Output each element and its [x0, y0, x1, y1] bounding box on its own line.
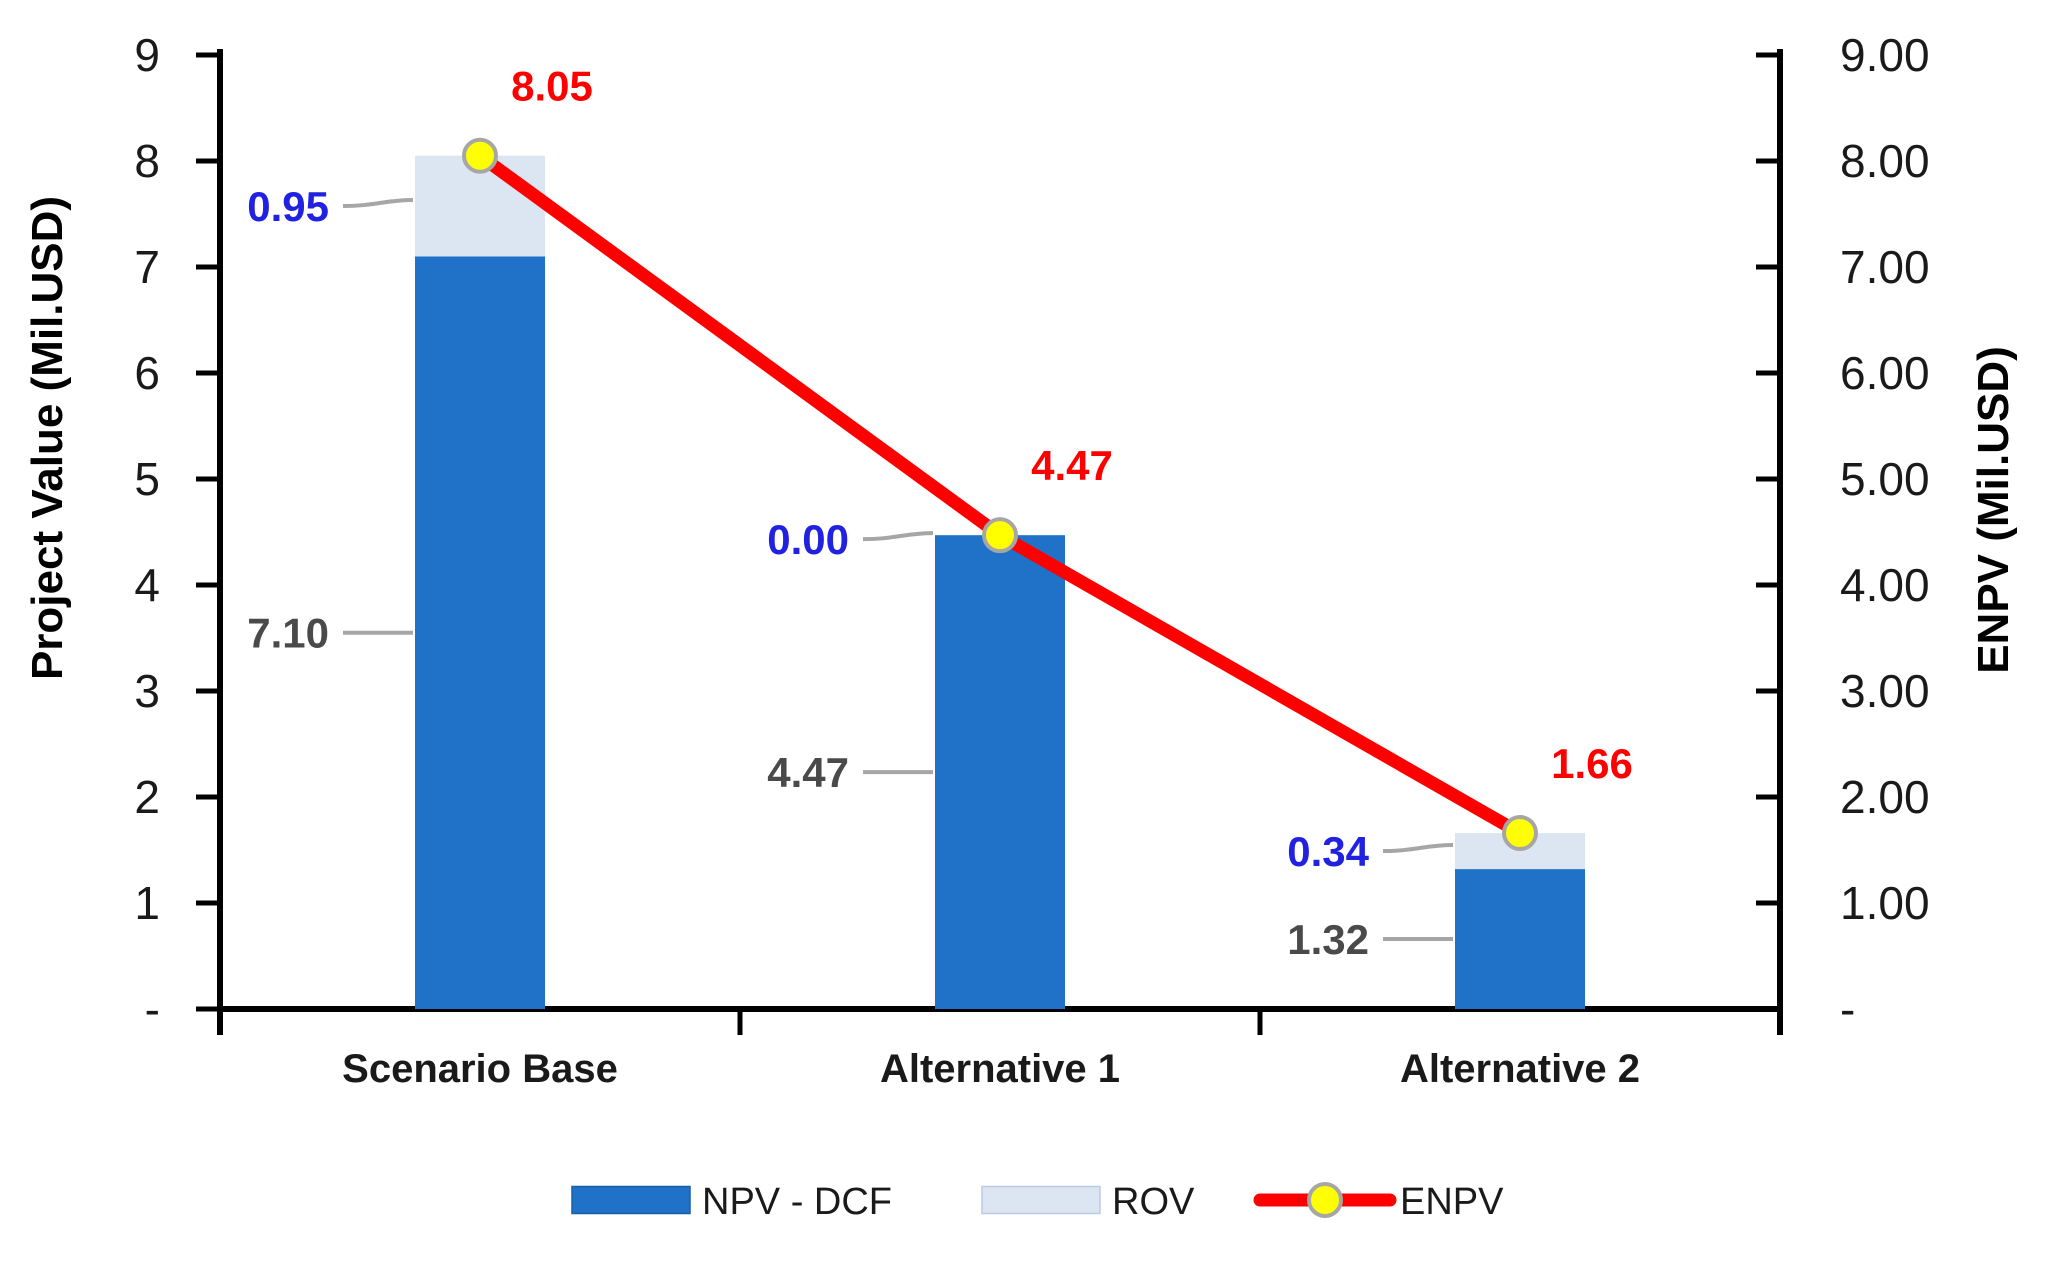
legend-swatch-npv-dcf — [571, 1185, 691, 1215]
rov-label-leader — [1382, 843, 1454, 854]
category-label: Scenario Base — [342, 1047, 618, 1091]
right-axis-tick-label: 2.00 — [1840, 771, 1930, 823]
left-axis-tick-label: 3 — [134, 665, 160, 717]
right-axis-tick-label: - — [1840, 983, 1855, 1035]
left-axis-title: Project Value (Mil.USD) — [23, 196, 72, 680]
left-axis-tick-label: - — [145, 983, 160, 1035]
left-axis-tick-label: 9 — [134, 29, 160, 81]
rov-data-label: 0.95 — [247, 183, 329, 230]
bar-segment-npv-dcf — [1455, 869, 1585, 1009]
right-axis-tick-label: 9.00 — [1840, 29, 1930, 81]
enpv-data-label: 4.47 — [1031, 442, 1113, 489]
category-label: Alternative 1 — [880, 1047, 1120, 1091]
legend-label-rov: ROV — [1112, 1181, 1195, 1223]
rov-label-leader — [342, 198, 414, 209]
category-label: Alternative 2 — [1400, 1047, 1640, 1091]
enpv-marker — [982, 517, 1018, 554]
bar-segment-npv-dcf — [935, 535, 1065, 1009]
left-axis-tick-label: 5 — [134, 453, 160, 505]
right-axis-tick-label: 3.00 — [1840, 665, 1930, 717]
rov-data-label: 0.00 — [767, 516, 849, 563]
left-axis-tick-label: 8 — [134, 135, 160, 187]
legend-swatch-rov — [981, 1185, 1101, 1215]
right-axis-tick-label: 5.00 — [1840, 453, 1930, 505]
right-axis-tick-label: 4.00 — [1840, 559, 1930, 611]
left-axis-tick-label: 6 — [134, 347, 160, 399]
npv-data-label: 7.10 — [247, 610, 329, 657]
npv-data-label: 1.32 — [1287, 916, 1369, 963]
legend-marker-enpv — [1307, 1182, 1343, 1218]
rov-label-leader — [862, 531, 934, 542]
left-axis-tick-label: 7 — [134, 241, 160, 293]
enpv-marker — [462, 137, 498, 174]
left-axis-tick-label: 1 — [134, 877, 160, 929]
right-axis-tick-label: 7.00 — [1840, 241, 1930, 293]
legend-label-enpv: ENPV — [1400, 1181, 1504, 1223]
npv-data-label: 4.47 — [767, 749, 849, 796]
left-axis-tick-label: 2 — [134, 771, 160, 823]
right-axis-tick-label: 8.00 — [1840, 135, 1930, 187]
legend-label-npv-dcf: NPV - DCF — [702, 1181, 892, 1223]
right-axis-tick-label: 6.00 — [1840, 347, 1930, 399]
enpv-data-label: 8.05 — [511, 63, 593, 110]
enpv-data-label: 1.66 — [1551, 740, 1633, 787]
bar-segment-npv-dcf — [415, 256, 545, 1009]
right-axis-title: ENPV (Mil.USD) — [1969, 346, 2018, 674]
right-axis-tick-label: 1.00 — [1840, 877, 1930, 929]
enpv-marker — [1502, 815, 1538, 852]
rov-data-label: 0.34 — [1287, 828, 1369, 875]
left-axis-tick-label: 4 — [134, 559, 160, 611]
